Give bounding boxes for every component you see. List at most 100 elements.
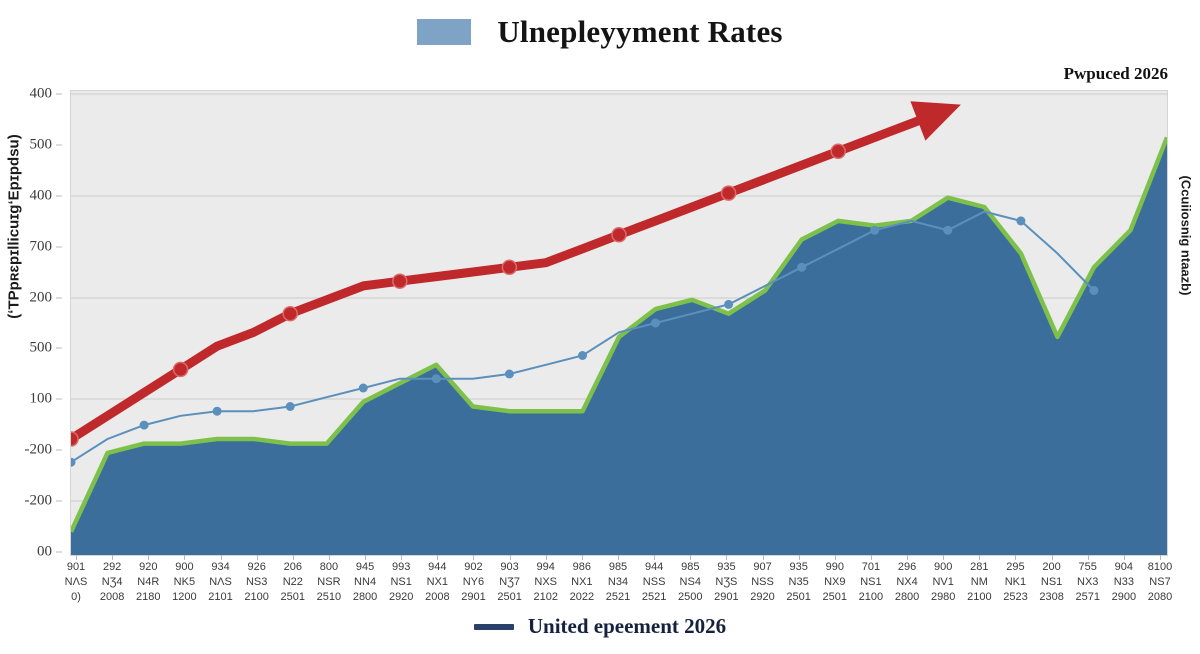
plot-canvas xyxy=(71,93,1167,555)
bottom-legend-label: United epeement 2026 xyxy=(527,614,727,638)
x-axis-tick-mark xyxy=(1087,555,1089,560)
x-axis-tick-label: 993 NS1 2920 xyxy=(388,561,414,603)
x-axis-tick-mark xyxy=(581,555,583,560)
x-axis-tick-label: 990 NX9 2501 xyxy=(822,561,848,603)
title-legend-swatch xyxy=(417,19,472,45)
x-axis-tick-mark xyxy=(112,555,114,560)
x-axis-tick-mark xyxy=(148,555,150,560)
x-axis-tick-mark xyxy=(654,555,656,560)
y-axis-tick-mark xyxy=(56,93,62,95)
x-axis-tick-label: 944 NSS 2521 xyxy=(641,561,667,603)
series-red-trend-markers xyxy=(71,143,846,447)
bottom-legend: United epeement 2026 xyxy=(0,614,1200,639)
x-axis-tick-mark xyxy=(256,555,258,560)
y-axis-tick-mark xyxy=(56,551,62,553)
series-light-blue-markers xyxy=(71,216,1099,467)
x-axis-tick-mark xyxy=(762,555,764,560)
y-axis-tick-mark xyxy=(56,144,62,146)
y-axis-tick-label: 200 xyxy=(29,289,53,306)
x-axis-tick-label: 755 NX3 2571 xyxy=(1075,561,1100,603)
x-axis-tick-mark xyxy=(798,555,800,560)
x-axis-tick-label: 903 NƷ7 2501 xyxy=(497,561,522,603)
x-axis-tick-label: 985 NS4 2500 xyxy=(678,561,703,603)
data-point-marker xyxy=(578,351,587,360)
x-axis-tick-label: 901 NɅS 0) xyxy=(64,561,88,603)
x-axis-tick-mark xyxy=(220,555,222,560)
y-axis-tick-mark xyxy=(56,246,62,248)
x-axis-tick-label: 900 NK5 1200 xyxy=(172,561,197,603)
x-axis-tick-mark xyxy=(437,555,439,560)
y-axis-tick-mark xyxy=(56,449,62,451)
x-axis-tick-label: 934 NɅS 2101 xyxy=(208,561,233,603)
x-axis-tick-label: 701 NS1 2100 xyxy=(858,561,884,603)
data-point-marker xyxy=(797,262,807,272)
x-axis-tick-mark xyxy=(1051,555,1053,560)
y-axis-tick-label: 500 xyxy=(29,339,53,356)
data-point-marker xyxy=(71,457,76,467)
x-axis-tick-mark xyxy=(365,555,367,560)
x-axis-tick-label: 900 NV1 2980 xyxy=(930,561,956,603)
data-point-marker xyxy=(724,299,734,309)
x-axis-tick-label: 8100 NS7 2080 xyxy=(1147,561,1173,603)
x-axis-tick-label: 902 NY6 2901 xyxy=(461,561,486,603)
y-axis-tick-label: 100 xyxy=(29,390,53,407)
x-axis-tick-mark xyxy=(401,555,403,560)
data-point-marker xyxy=(870,225,880,235)
data-point-marker xyxy=(172,361,189,378)
y-axis-tick-label: -200 xyxy=(24,492,53,509)
x-axis-tick-mark xyxy=(509,555,511,560)
data-point-marker xyxy=(392,273,408,289)
x-axis-tick-label: 904 N33 2900 xyxy=(1111,561,1137,603)
x-axis-tick-mark xyxy=(76,555,77,560)
x-axis-tick-label: 935 N35 2501 xyxy=(786,561,811,603)
data-point-marker xyxy=(431,374,441,384)
plot-area xyxy=(70,90,1168,556)
data-point-marker xyxy=(282,305,298,322)
x-axis-tick-mark xyxy=(907,555,909,560)
y-axis-tick-mark xyxy=(56,500,62,502)
data-point-marker xyxy=(943,225,953,235)
x-axis-tick-label: 945 NN4 2800 xyxy=(352,561,378,603)
x-axis-tick-label: 206 N22 2501 xyxy=(280,561,306,603)
x-axis-tick-label: 296 NX4 2800 xyxy=(894,561,920,603)
x-axis-tick-mark xyxy=(1015,555,1017,560)
data-point-marker xyxy=(1016,216,1026,226)
x-axis-tick-label: 926 NS3 2100 xyxy=(244,561,269,603)
data-point-marker xyxy=(611,227,627,243)
x-axis-tick-mark xyxy=(292,555,294,560)
x-axis: 901 NɅS 0) 292 NƷ4 2008 920 N4R 2180 900 NK5 1200 93… xyxy=(65,555,1172,612)
x-axis-tick-mark xyxy=(473,555,475,560)
data-point-marker xyxy=(651,318,660,328)
y-axis-tick-label: 700 xyxy=(29,238,53,255)
y-axis-title-left: (ʻTPpʀɛpɪllicuɪg‘Epɪpdsu) xyxy=(5,134,23,319)
x-axis-tick-label: 994 NXS 2102 xyxy=(533,561,558,603)
y-axis-tick-label: 400 xyxy=(29,187,53,204)
bottom-legend-line-swatch xyxy=(473,623,514,630)
y-axis-tick-mark xyxy=(56,297,62,299)
data-point-marker xyxy=(285,402,295,411)
y-axis-tick-mark xyxy=(56,398,62,400)
x-axis-tick-label: 944 NX1 2008 xyxy=(425,561,450,603)
x-axis-tick-mark xyxy=(545,555,547,560)
x-axis-tick-label: 292 NƷ4 2008 xyxy=(99,561,125,603)
red-trend-arrowhead xyxy=(910,101,961,141)
y-axis-tick-label: 00 xyxy=(37,543,52,560)
x-axis-tick-mark xyxy=(184,555,186,560)
projected-annotation: Pwpuced 2026 xyxy=(1063,64,1168,83)
x-axis-tick-mark xyxy=(726,555,728,560)
y-axis-tick-label: -200 xyxy=(24,441,53,458)
series-dark-blue-area xyxy=(71,137,1167,555)
data-point-marker xyxy=(720,185,737,201)
y-axis-tick-mark xyxy=(56,347,62,349)
series-green-boundary-line xyxy=(71,136,1167,533)
x-axis-tick-mark xyxy=(870,555,872,560)
x-axis-tick-mark xyxy=(1123,555,1125,560)
y-axis-tick-label: 400 xyxy=(29,85,53,102)
x-axis-tick-label: 800 NSR 2510 xyxy=(316,561,342,603)
x-axis-tick-label: 935 NƷS 2901 xyxy=(714,561,739,603)
x-axis-tick-label: 985 N34 2521 xyxy=(605,561,631,603)
x-axis-tick-mark xyxy=(1160,555,1161,560)
x-axis-tick-mark xyxy=(979,555,981,560)
x-axis-tick-mark xyxy=(834,555,836,560)
